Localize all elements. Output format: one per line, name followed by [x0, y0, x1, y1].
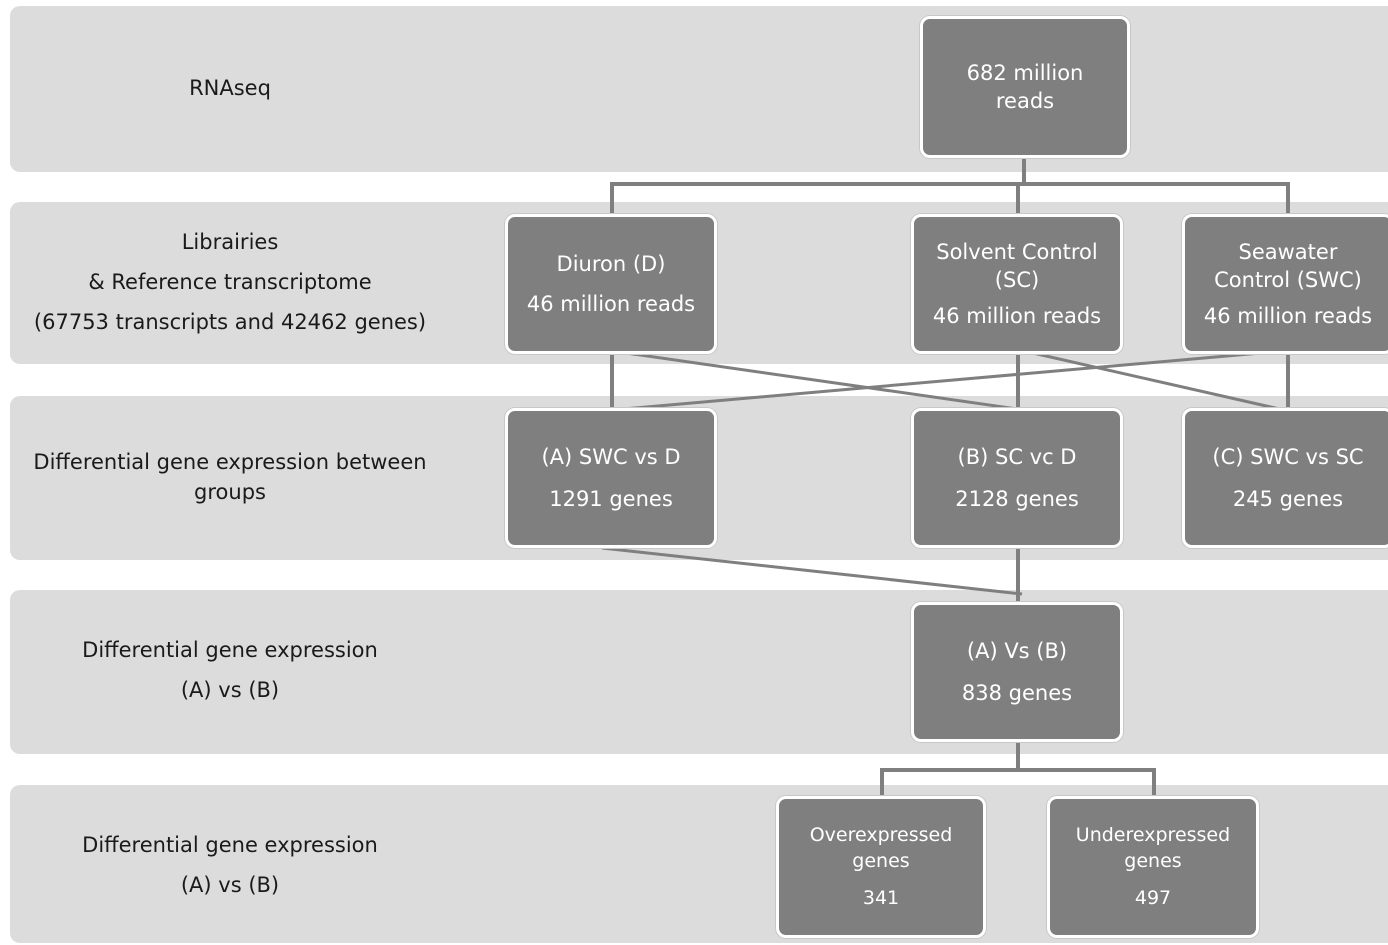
row-label-rnaseq: RNAseq	[10, 74, 450, 102]
node-count: 46 million reads	[932, 304, 1102, 328]
row-band-rnaseq	[10, 6, 1388, 172]
row-label-line: & Reference transcriptome	[88, 270, 372, 294]
node-title: Diuron (D)	[556, 252, 666, 276]
node-seawater-control: Seawater Control (SWC) 46 million reads	[1182, 214, 1388, 354]
node-count: 46 million reads	[526, 292, 696, 316]
node-count: 838 genes	[961, 681, 1073, 705]
node-title: (C) SWC vs SC	[1212, 445, 1364, 469]
row-label-differential-groups: Differential gene expression between gro…	[10, 447, 450, 507]
node-comparison-b: (B) SC vc D 2128 genes	[911, 408, 1123, 548]
node-title: (B) SC vc D	[957, 445, 1077, 469]
row-label-line: (67753 transcripts and 42462 genes)	[33, 310, 427, 334]
row-label-over-under: Differential gene expression (A) vs (B)	[10, 831, 450, 899]
node-solvent-control: Solvent Control (SC) 46 million reads	[911, 214, 1123, 354]
node-diuron: Diuron (D) 46 million reads	[505, 214, 717, 354]
row-label-line: groups	[194, 480, 266, 504]
row-label-line: Differential gene expression between	[33, 450, 427, 474]
connector-seawater-to-a	[611, 349, 1285, 412]
node-count: 2128 genes	[955, 487, 1079, 511]
connector-diuron-to-b	[611, 349, 1025, 412]
row-label-line: RNAseq	[189, 76, 271, 100]
connector-a-to-a-vs-b	[601, 546, 1023, 596]
row-label-line: Differential gene expression	[82, 638, 378, 662]
row-label-line: Librairies	[181, 230, 279, 254]
node-title: Overexpressed genes	[809, 824, 953, 872]
row-label-libraries: Librairies & Reference transcriptome (67…	[10, 228, 450, 336]
node-count: 341	[862, 887, 900, 909]
node-a-vs-b: (A) Vs (B) 838 genes	[911, 602, 1123, 742]
node-title: Seawater Control (SWC)	[1214, 240, 1362, 292]
row-label-line: Differential gene expression	[82, 833, 378, 857]
node-rnaseq-reads: 682 million reads	[920, 16, 1130, 158]
row-label-line: (A) vs (B)	[180, 873, 280, 897]
node-title: Underexpressed genes	[1075, 824, 1231, 872]
row-label-a-vs-b: Differential gene expression (A) vs (B)	[10, 636, 450, 704]
node-comparison-c: (C) SWC vs SC 245 genes	[1182, 408, 1388, 548]
node-count: 46 million reads	[1203, 304, 1373, 328]
node-count: 1291 genes	[549, 487, 673, 511]
row-label-line: (A) vs (B)	[180, 678, 280, 702]
node-count: 497	[1134, 887, 1172, 909]
row-band-a-vs-b	[10, 590, 1388, 754]
node-overexpressed: Overexpressed genes 341	[776, 796, 986, 938]
node-title: (A) SWC vs D	[541, 445, 681, 469]
connector-solvent-to-c	[1023, 349, 1285, 412]
node-comparison-a: (A) SWC vs D 1291 genes	[505, 408, 717, 548]
node-underexpressed: Underexpressed genes 497	[1047, 796, 1259, 938]
node-title: 682 million reads	[966, 61, 1084, 113]
node-count: 245 genes	[1232, 487, 1344, 511]
node-title: Solvent Control (SC)	[936, 240, 1098, 292]
node-title: (A) Vs (B)	[966, 639, 1068, 663]
